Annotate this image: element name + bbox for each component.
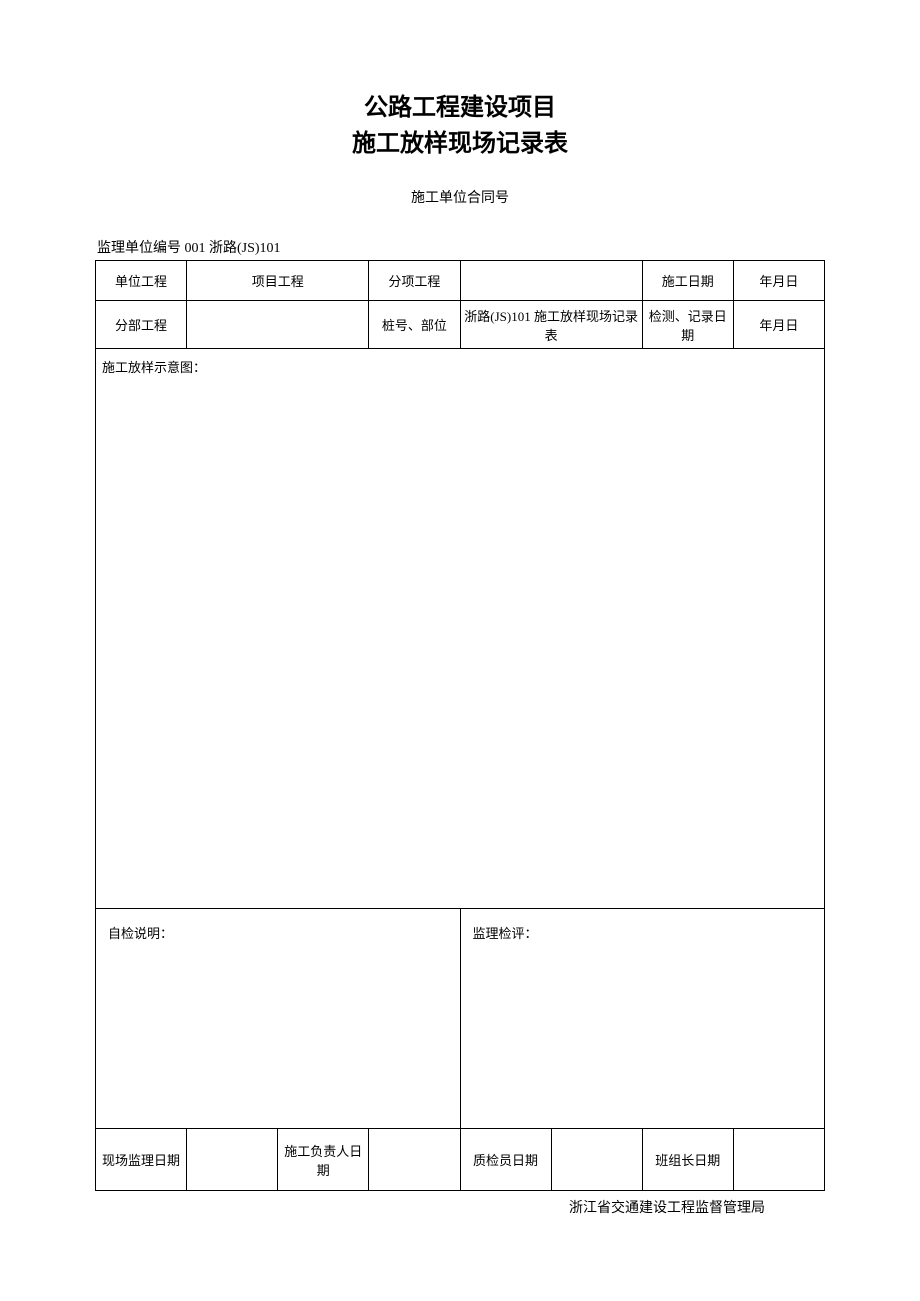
inspection-date-label: 检测、记录日期 <box>642 301 733 349</box>
self-inspection-note: 自检说明： <box>96 909 461 1129</box>
qc-date-value <box>551 1129 642 1191</box>
team-lead-date-value <box>733 1129 824 1191</box>
header-reference: 监理单位编号 001 浙路(JS)101 <box>95 237 825 257</box>
stake-position-value: 浙路(JS)101 施工放样现场记录表 <box>460 301 642 349</box>
site-supervisor-date-value <box>187 1129 278 1191</box>
document-title: 公路工程建设项目 施工放样现场记录表 <box>95 90 825 162</box>
construction-date-label: 施工日期 <box>642 261 733 301</box>
title-line-1: 公路工程建设项目 <box>95 90 825 126</box>
footer-authority: 浙江省交通建设工程监督管理局 <box>95 1197 825 1217</box>
subitem-project-value <box>460 261 642 301</box>
construction-lead-date-value <box>369 1129 460 1191</box>
site-supervisor-date-label: 现场监理日期 <box>96 1129 187 1191</box>
info-row-2: 分部工程 桩号、部位 浙路(JS)101 施工放样现场记录表 检测、记录日期 年… <box>96 301 825 349</box>
signature-row: 现场监理日期 施工负责人日期 质检员日期 班组长日期 <box>96 1129 825 1191</box>
diagram-row: 施工放样示意图： <box>96 349 825 909</box>
record-table: 单位工程 项目工程 分项工程 施工日期 年月日 分部工程 桩号、部位 浙路(JS… <box>95 260 825 1191</box>
diagram-label: 施工放样示意图： <box>102 360 206 375</box>
subtitle: 施工单位合同号 <box>95 187 825 207</box>
project-engineering-label: 项目工程 <box>187 261 369 301</box>
team-lead-date-label: 班组长日期 <box>642 1129 733 1191</box>
unit-project-label: 单位工程 <box>96 261 187 301</box>
construction-lead-date-label: 施工负责人日期 <box>278 1129 369 1191</box>
construction-date-value: 年月日 <box>733 261 824 301</box>
notes-row: 自检说明： 监理检评： <box>96 909 825 1129</box>
self-inspection-label: 自检说明： <box>108 926 173 941</box>
subitem-project-label: 分项工程 <box>369 261 460 301</box>
info-row-1: 单位工程 项目工程 分项工程 施工日期 年月日 <box>96 261 825 301</box>
division-project-value <box>187 301 369 349</box>
inspection-date-value: 年月日 <box>733 301 824 349</box>
title-line-2: 施工放样现场记录表 <box>95 126 825 162</box>
stake-position-label: 桩号、部位 <box>369 301 460 349</box>
division-project-label: 分部工程 <box>96 301 187 349</box>
qc-date-label: 质检员日期 <box>460 1129 551 1191</box>
supervision-review-label: 监理检评： <box>473 926 538 941</box>
supervision-review-note: 监理检评： <box>460 909 825 1129</box>
diagram-area: 施工放样示意图： <box>96 349 825 909</box>
